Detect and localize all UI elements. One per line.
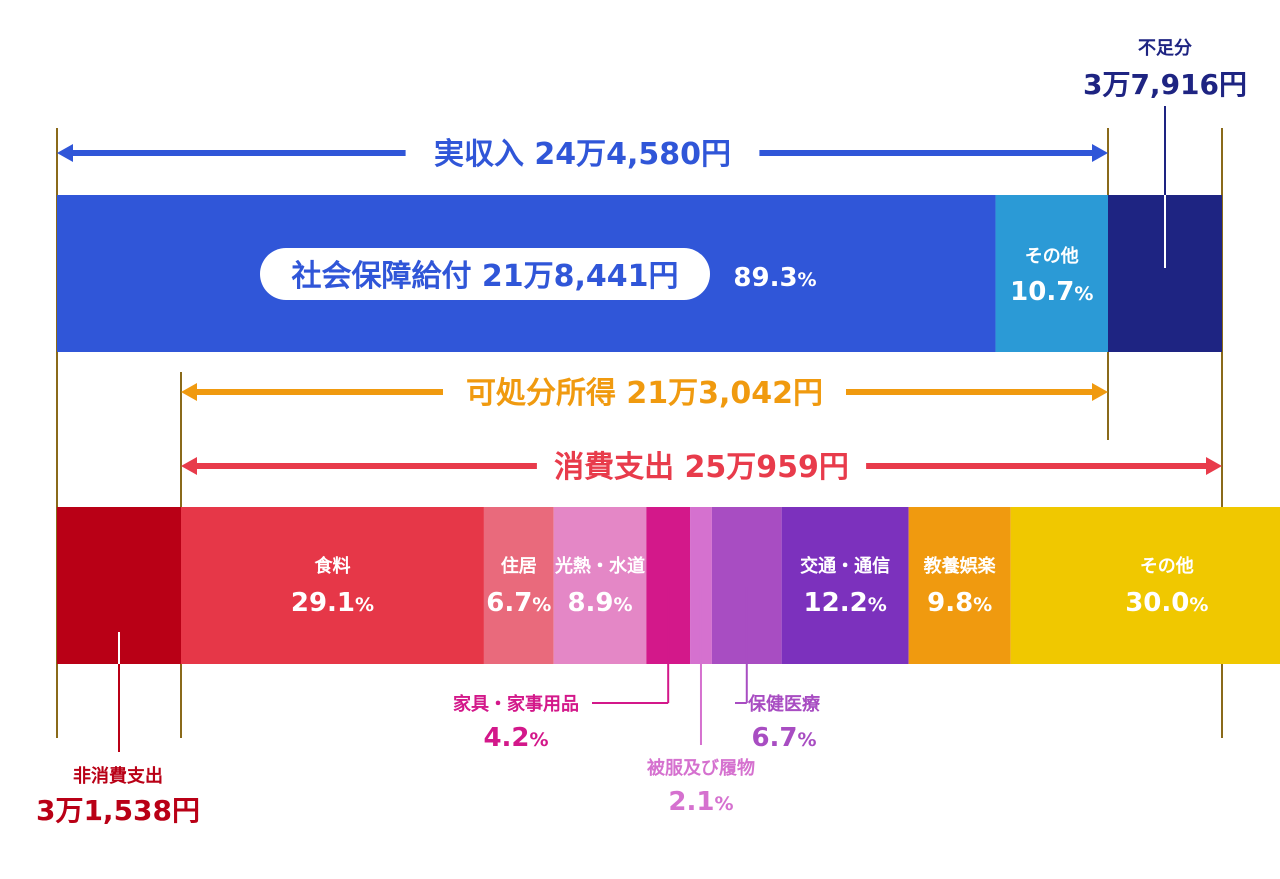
expense-pct-4: 2.1% <box>668 787 733 817</box>
expense-pct-8: 30.0% <box>1125 588 1208 618</box>
expense-name-4: 被服及び履物 <box>647 757 755 779</box>
income-arrow-head-right <box>1092 144 1108 162</box>
social-security-pill <box>260 248 710 300</box>
expense-pct-4-sign: % <box>714 793 733 815</box>
expenditure-arrow-head-left <box>181 457 197 475</box>
expense-pct-0-number: 29.1 <box>291 588 355 618</box>
expense-bar-segment-7 <box>908 507 1011 664</box>
expense-pct-5-sign: % <box>798 729 817 751</box>
expense-name-1: 住居 <box>501 555 537 577</box>
expenditure-label-bg <box>536 443 867 489</box>
expenditure-arrow-head-right <box>1206 457 1222 475</box>
shortfall-label: 不足分 <box>1138 38 1192 59</box>
expense-pct-4-number: 2.1 <box>668 787 714 817</box>
expense-pct-1-number: 6.7 <box>486 588 532 618</box>
expense-pct-7-sign: % <box>973 594 992 616</box>
expense-pct-1-sign: % <box>532 594 551 616</box>
shortfall-amount: 3万7,916円 <box>1083 68 1247 101</box>
expense-name-0: 食料 <box>313 555 350 577</box>
disposable-label-bg <box>443 369 846 415</box>
income-total-label: 実収入 24万4,580円 <box>434 137 731 172</box>
expense-pct-1: 6.7% <box>486 588 551 618</box>
expense-pct-2-number: 8.9 <box>567 588 613 618</box>
social-security-label: 社会保障給付 21万8,441円 <box>291 259 678 294</box>
expense-pct-8-number: 30.0 <box>1125 588 1189 618</box>
expense-pct-5-number: 6.7 <box>751 723 797 753</box>
expense-bar-segment-6 <box>781 507 909 664</box>
income-total-label-bg <box>405 130 760 176</box>
expense-name-6: 交通・通信 <box>800 555 890 577</box>
expenditure-label: 消費支出 25万959円 <box>554 450 849 485</box>
expense-bar-segment-0 <box>181 507 484 664</box>
expense-pct-2: 8.9% <box>567 588 632 618</box>
expense-pct-3: 4.2% <box>483 723 548 753</box>
disposable-arrow-head-right <box>1092 383 1108 401</box>
expense-name-3: 家具・家事用品 <box>453 693 579 715</box>
expense-pct-0: 29.1% <box>291 588 374 618</box>
expense-pct-7: 9.8% <box>927 588 992 618</box>
social-security-pct-sign: % <box>798 269 817 291</box>
income-bar-segment-1 <box>995 195 1108 352</box>
non-consumption-amount: 3万1,538円 <box>36 794 200 827</box>
expense-bar-segment-1 <box>483 507 554 664</box>
expense-pct-7-number: 9.8 <box>927 588 973 618</box>
expense-name-8: その他 <box>1140 555 1194 577</box>
expense-pct-5: 6.7% <box>751 723 816 753</box>
expense-bar-segment-4 <box>690 507 712 664</box>
expense-pct-2-sign: % <box>614 594 633 616</box>
other-income-pct-number: 10.7 <box>1010 277 1074 307</box>
expense-bar-segment-8 <box>1010 507 1280 664</box>
other-income-pct: 10.7% <box>1010 277 1093 307</box>
expense-bar-segment-2 <box>553 507 647 664</box>
disposable-label: 可処分所得 21万3,042円 <box>466 376 823 411</box>
non-consumption-label: 非消費支出 <box>73 765 163 787</box>
social-security-pct-number: 89.3 <box>733 263 797 293</box>
disposable-arrow-head-left <box>181 383 197 401</box>
expense-pct-8-sign: % <box>1189 594 1208 616</box>
expense-name-7: 教養娯楽 <box>924 555 997 577</box>
expense-pct-3-sign: % <box>530 729 549 751</box>
expense-name-5: 保健医療 <box>747 693 821 715</box>
expense-pct-6-sign: % <box>868 594 887 616</box>
expense-pct-6: 12.2% <box>804 588 887 618</box>
expense-pct-0-sign: % <box>355 594 374 616</box>
social-security-pct: 89.3% <box>733 263 816 293</box>
expense-pct-3-number: 4.2 <box>483 723 529 753</box>
expense-pct-6-number: 12.2 <box>804 588 868 618</box>
income-arrow-head-left <box>57 144 73 162</box>
other-income-pct-sign: % <box>1074 283 1093 305</box>
other-income-label: その他 <box>1025 245 1079 267</box>
expense-name-2: 光熱・水道 <box>554 555 645 577</box>
